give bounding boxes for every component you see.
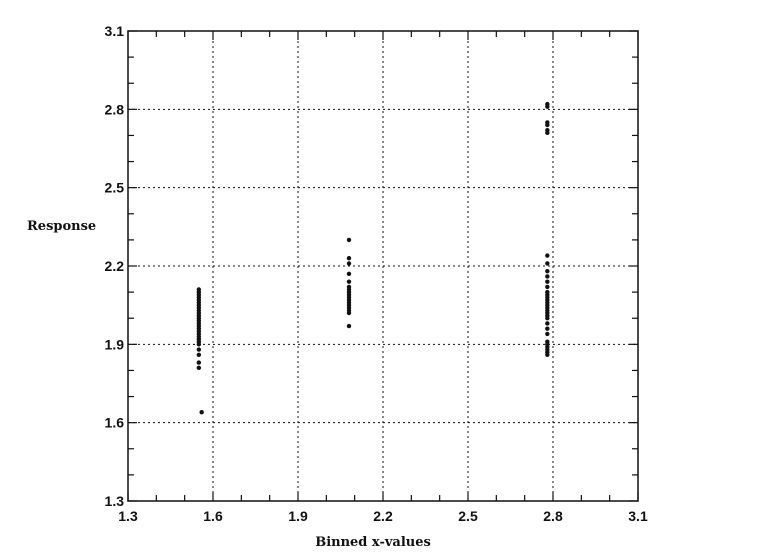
- data-point: [196, 360, 202, 365]
- data-point: [545, 274, 550, 279]
- y-tick-labels: 1.3 1.6 1.9 2.2 2.5 2.8 3.1: [105, 23, 125, 509]
- y-tick-label: 1.3: [105, 493, 125, 509]
- data-point: [196, 342, 202, 347]
- data-point: [196, 352, 202, 357]
- y-tick-label: 1.9: [105, 336, 125, 352]
- data-point: [196, 347, 202, 352]
- data-point: [545, 130, 550, 136]
- x-tick-label: 2.8: [543, 508, 563, 524]
- data-point: [199, 410, 204, 415]
- data-point: [346, 261, 352, 266]
- data-point: [545, 316, 550, 321]
- data-point: [545, 104, 550, 109]
- y-tick-label: 1.6: [105, 415, 125, 431]
- data-point: [346, 310, 352, 316]
- grid: [128, 31, 638, 501]
- y-tick-label: 2.5: [105, 180, 125, 196]
- data-point: [545, 261, 550, 266]
- axis-ticks: [127, 30, 639, 502]
- data-point: [196, 365, 202, 371]
- data-point: [346, 271, 352, 277]
- y-axis-label: Response: [27, 219, 96, 234]
- x-tick-label: 1.6: [203, 508, 223, 524]
- data-point: [545, 279, 550, 284]
- x-tick-label: 2.5: [458, 508, 478, 524]
- data-point: [346, 323, 352, 329]
- x-tick-label: 2.2: [373, 508, 393, 524]
- y-tick-label: 2.8: [105, 101, 125, 117]
- x-tick-label: 1.3: [118, 508, 138, 524]
- data-point: [545, 352, 550, 357]
- data-point: [545, 253, 550, 258]
- data-point: [346, 237, 352, 243]
- data-point: [545, 331, 550, 337]
- data-point: [346, 255, 352, 261]
- data-points: [196, 101, 550, 415]
- data-point: [545, 321, 550, 326]
- x-tick-label: 3.1: [628, 508, 648, 524]
- x-tick-labels: 1.3 1.6 1.9 2.2 2.5 2.8 3.1: [118, 508, 648, 524]
- data-point: [545, 122, 550, 128]
- data-point: [545, 269, 550, 274]
- y-tick-label: 3.1: [105, 23, 125, 39]
- x-tick-label: 1.9: [288, 508, 308, 524]
- data-point: [346, 279, 352, 284]
- data-point: [545, 284, 550, 290]
- x-axis-label: Binned x-values: [315, 535, 431, 550]
- y-tick-label: 2.2: [105, 258, 125, 274]
- data-point: [545, 326, 550, 331]
